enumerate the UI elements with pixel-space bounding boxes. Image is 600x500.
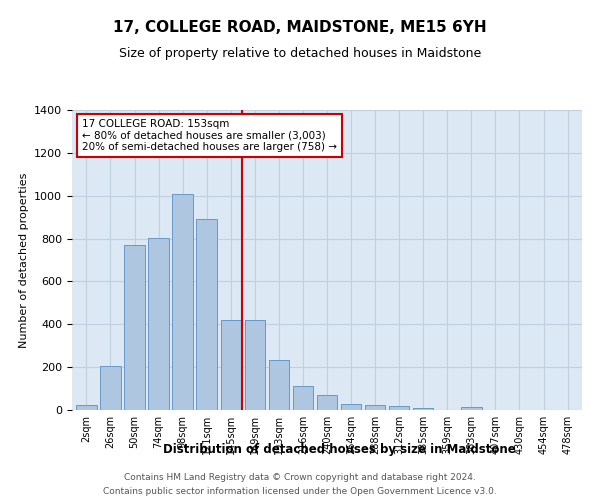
Text: Contains HM Land Registry data © Crown copyright and database right 2024.: Contains HM Land Registry data © Crown c… bbox=[124, 472, 476, 482]
Text: Size of property relative to detached houses in Maidstone: Size of property relative to detached ho… bbox=[119, 48, 481, 60]
Y-axis label: Number of detached properties: Number of detached properties bbox=[19, 172, 29, 348]
Bar bbox=[365, 404, 385, 410]
Text: 17, COLLEGE ROAD, MAIDSTONE, ME15 6YH: 17, COLLEGE ROAD, MAIDSTONE, ME15 6YH bbox=[113, 20, 487, 35]
Bar bbox=[148, 238, 169, 410]
Text: Contains public sector information licensed under the Open Government Licence v3: Contains public sector information licen… bbox=[103, 488, 497, 496]
Bar bbox=[317, 395, 337, 410]
Text: 17 COLLEGE ROAD: 153sqm
← 80% of detached houses are smaller (3,003)
20% of semi: 17 COLLEGE ROAD: 153sqm ← 80% of detache… bbox=[82, 119, 337, 152]
Bar bbox=[461, 407, 482, 410]
Bar bbox=[124, 245, 145, 410]
Bar bbox=[100, 366, 121, 410]
Bar bbox=[413, 408, 433, 410]
Bar bbox=[269, 360, 289, 410]
Bar bbox=[172, 194, 193, 410]
Bar bbox=[293, 386, 313, 410]
Text: Distribution of detached houses by size in Maidstone: Distribution of detached houses by size … bbox=[163, 442, 515, 456]
Bar bbox=[221, 320, 241, 410]
Bar bbox=[389, 406, 409, 410]
Bar bbox=[196, 220, 217, 410]
Bar bbox=[76, 406, 97, 410]
Bar bbox=[245, 320, 265, 410]
Bar bbox=[341, 404, 361, 410]
